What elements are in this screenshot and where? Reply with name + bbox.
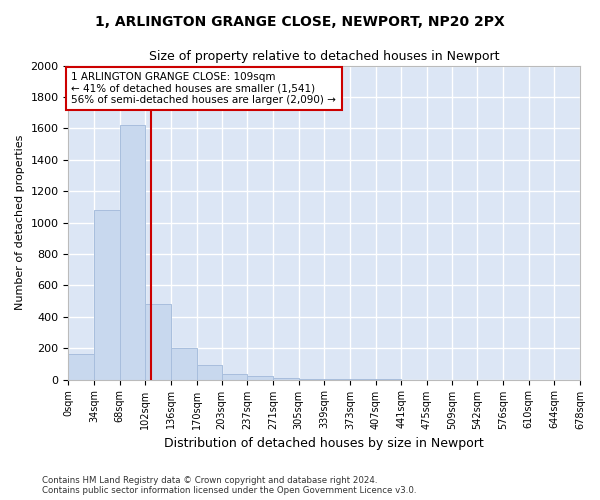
Bar — [68, 354, 94, 380]
Bar — [299, 379, 324, 380]
Y-axis label: Number of detached properties: Number of detached properties — [15, 135, 25, 310]
Bar — [197, 364, 221, 380]
Bar — [171, 348, 197, 380]
X-axis label: Distribution of detached houses by size in Newport: Distribution of detached houses by size … — [164, 437, 484, 450]
Bar — [120, 125, 145, 380]
Bar — [221, 374, 247, 380]
Bar — [94, 210, 120, 380]
Bar — [273, 378, 299, 380]
Text: 1 ARLINGTON GRANGE CLOSE: 109sqm
← 41% of detached houses are smaller (1,541)
56: 1 ARLINGTON GRANGE CLOSE: 109sqm ← 41% o… — [71, 72, 336, 105]
Text: 1, ARLINGTON GRANGE CLOSE, NEWPORT, NP20 2PX: 1, ARLINGTON GRANGE CLOSE, NEWPORT, NP20… — [95, 15, 505, 29]
Text: Contains HM Land Registry data © Crown copyright and database right 2024.
Contai: Contains HM Land Registry data © Crown c… — [42, 476, 416, 495]
Bar — [247, 376, 273, 380]
Bar — [145, 304, 171, 380]
Title: Size of property relative to detached houses in Newport: Size of property relative to detached ho… — [149, 50, 499, 63]
